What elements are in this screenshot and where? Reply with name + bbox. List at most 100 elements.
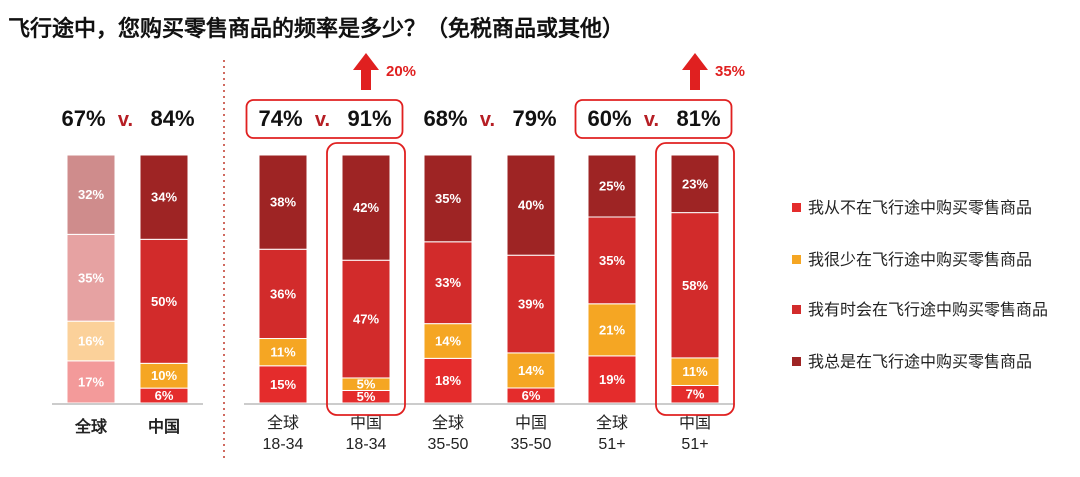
category-label: 全球	[596, 414, 628, 432]
segment-label: 16%	[78, 334, 104, 349]
comparison-vs: v.	[644, 109, 659, 131]
segment-label: 23%	[682, 176, 708, 191]
category-label: 中国	[148, 417, 180, 436]
segment-label: 5%	[357, 377, 376, 392]
category-sublabel: 51+	[598, 436, 625, 453]
category-sublabel: 51+	[681, 436, 708, 453]
segment-label: 42%	[353, 200, 379, 215]
legend-swatch	[792, 305, 801, 314]
increase-arrow-icon	[353, 53, 379, 90]
bar-segment-rarely	[66, 320, 116, 362]
comparison-box	[574, 99, 733, 139]
comparison-vs: v.	[118, 109, 133, 131]
bar-segment-sometimes	[139, 238, 189, 364]
segment-label: 21%	[599, 322, 625, 337]
segment-label: 58%	[682, 278, 708, 293]
category-label: 中国	[515, 414, 547, 432]
category-label: 中国	[350, 414, 382, 432]
bar-segment-sometimes	[587, 216, 637, 305]
highlight-outline	[326, 142, 406, 416]
increase-label: 20%	[386, 63, 416, 80]
legend-swatch	[792, 357, 801, 366]
comparison-china: 79%	[512, 106, 556, 131]
bar-segment-rarely	[423, 323, 473, 359]
segment-label: 14%	[435, 334, 461, 349]
segment-label: 5%	[357, 389, 376, 404]
bar-segment-rarely	[258, 338, 308, 367]
bar-segment-sometimes	[423, 241, 473, 325]
segment-label: 18%	[435, 373, 461, 388]
segment-label: 19%	[599, 372, 625, 387]
segment-label: 34%	[151, 190, 177, 205]
bar-segment-never	[587, 355, 637, 404]
category-sublabel: 35-50	[428, 436, 469, 453]
category-sublabel: 35-50	[511, 436, 552, 453]
segment-label: 47%	[353, 312, 379, 327]
segment-label: 25%	[599, 179, 625, 194]
segment-label: 7%	[686, 387, 705, 402]
bar-segment-always	[587, 154, 637, 218]
category-label: 全球	[432, 414, 464, 432]
segment-label: 11%	[682, 364, 708, 379]
bar-segment-sometimes	[341, 259, 391, 379]
bar-segment-sometimes	[66, 233, 116, 322]
segment-label: 6%	[155, 388, 174, 403]
bar-segment-always	[139, 154, 189, 240]
bars-group: 17% 16% 35% 32% 全球 6% 10% 50% 34% 中国 15% 11% 36% 38% 全…	[52, 142, 735, 453]
segment-label: 11%	[270, 345, 296, 360]
segment-label: 50%	[151, 294, 177, 309]
increase-label: 35%	[715, 63, 745, 80]
segment-label: 32%	[78, 187, 104, 202]
segment-label: 39%	[518, 297, 544, 312]
category-sublabel: 18-34	[346, 436, 387, 453]
bar-segment-sometimes	[258, 248, 308, 340]
bar-segment-rarely	[139, 362, 189, 389]
legend-item-label: 我有时会在飞行途中购买零售商品	[808, 301, 1048, 319]
bar-segment-sometimes	[506, 254, 556, 354]
legend: 我从不在飞行途中购买零售商品我很少在飞行途中购买零售商品我有时会在飞行途中购买零…	[792, 199, 1048, 371]
bar-segment-always	[670, 154, 720, 214]
legend-swatch	[792, 203, 801, 212]
bar-segment-always	[423, 154, 473, 243]
segment-label: 15%	[270, 377, 296, 392]
comparison-china: 91%	[347, 106, 391, 131]
comparison-global: 67%	[61, 106, 105, 131]
bar-segment-never	[258, 365, 308, 404]
segment-label: 35%	[435, 191, 461, 206]
bar-segment-always	[258, 154, 308, 250]
comparison-headers: 67% v. 84% 74% v. 91% 20% 68% v. 79% 60% v. 81% 35%	[61, 53, 745, 139]
bar-segment-always	[66, 154, 116, 235]
segment-label: 17%	[78, 374, 104, 389]
segment-label: 35%	[599, 253, 625, 268]
comparison-global: 60%	[587, 106, 631, 131]
comparison-box	[245, 99, 404, 139]
segment-label: 33%	[435, 275, 461, 290]
increase-arrow-icon	[682, 53, 708, 90]
highlight-outline	[655, 142, 735, 416]
category-sublabel: 18-34	[263, 436, 304, 453]
segment-label: 36%	[270, 286, 296, 301]
chart-title: 飞行途中，您购买零售商品的频率是多少？（免税商品或其他）	[8, 16, 624, 41]
legend-item-label: 我总是在飞行途中购买零售商品	[808, 353, 1032, 371]
comparison-global: 74%	[258, 106, 302, 131]
bar-segment-always	[341, 154, 391, 261]
bar-segment-rarely	[670, 357, 720, 386]
comparison-vs: v.	[480, 109, 495, 131]
category-label: 全球	[74, 417, 108, 436]
segment-label: 10%	[151, 368, 177, 383]
legend-swatch	[792, 255, 801, 264]
bar-segment-rarely	[587, 303, 637, 357]
segment-label: 35%	[78, 270, 104, 285]
segment-label: 40%	[518, 198, 544, 213]
comparison-china: 84%	[150, 106, 194, 131]
bar-segment-always	[506, 154, 556, 256]
segment-label: 14%	[518, 363, 544, 378]
category-label: 中国	[679, 414, 711, 432]
segment-label: 6%	[522, 388, 541, 403]
bar-segment-never	[66, 360, 116, 404]
comparison-global: 68%	[423, 106, 467, 131]
legend-item-label: 我从不在飞行途中购买零售商品	[808, 199, 1032, 217]
category-label: 全球	[267, 414, 299, 432]
comparison-china: 81%	[676, 106, 720, 131]
comparison-vs: v.	[315, 109, 330, 131]
